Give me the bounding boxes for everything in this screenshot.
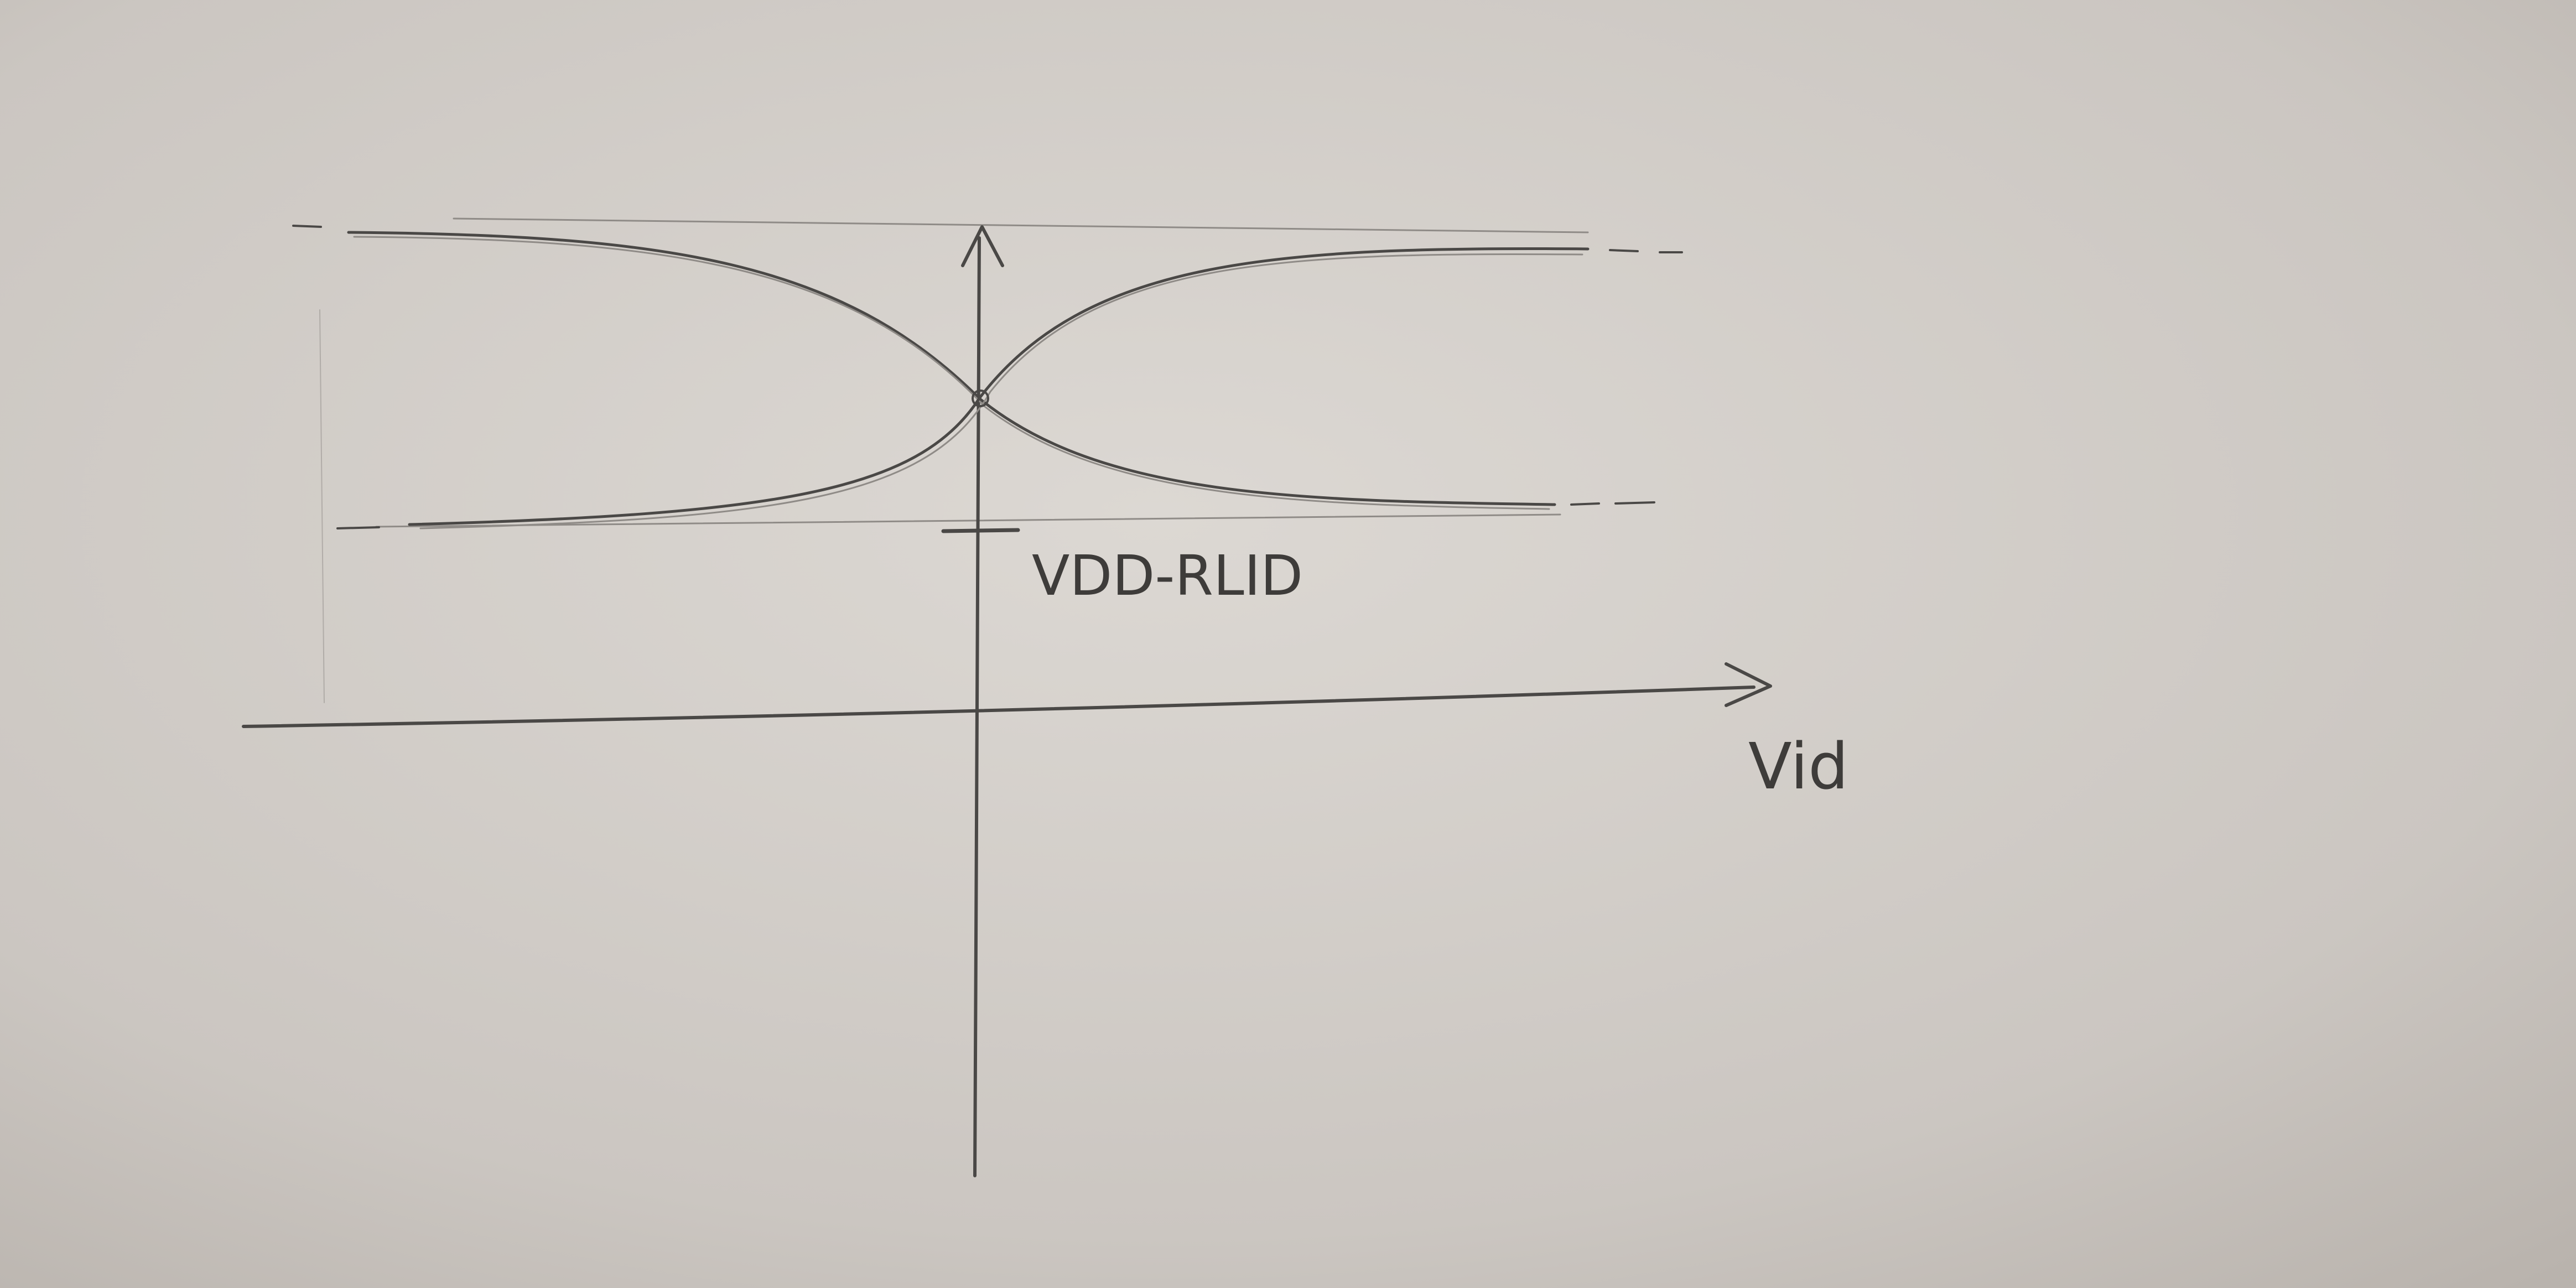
rising-curve (408, 247, 1590, 526)
vertical-axis-arrow (961, 225, 1004, 267)
horizontal-axis (242, 685, 1756, 728)
crossing-point (972, 389, 989, 407)
lower-guide-line (375, 513, 1561, 528)
upper-left-dash (292, 225, 322, 228)
upper-guide-line (453, 217, 1589, 233)
vertical-axis (973, 236, 981, 1177)
horizontal-axis-arrow (1725, 662, 1772, 707)
tick-label: VDD-RLID (1032, 543, 1303, 608)
lower-right-dashes (1570, 501, 1655, 506)
left-guide-line (319, 309, 325, 703)
rising-curve-trace (419, 253, 1583, 529)
x-axis-label: Vid (1748, 730, 1848, 804)
lower-left-dash (336, 526, 380, 529)
upper-right-dashes (1609, 249, 1683, 253)
vertical-axis-tick (941, 528, 1020, 533)
